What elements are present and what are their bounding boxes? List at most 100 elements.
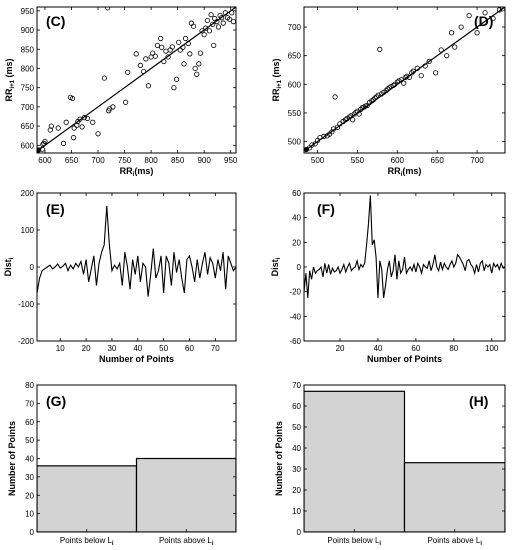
x-tick-label: 950 <box>224 156 238 165</box>
data-point <box>414 65 420 71</box>
data-point <box>55 125 61 131</box>
y-axis-label-sub: i <box>9 257 15 259</box>
data-point <box>84 115 91 122</box>
data-point <box>312 141 318 147</box>
panel-label: (C) <box>46 13 65 29</box>
y-tick-label: 40 <box>292 444 301 453</box>
x-axis-label: RRi(ms) <box>388 166 422 178</box>
x-tick-label: 80 <box>449 344 458 353</box>
axes-frame <box>303 384 506 533</box>
y-tick-label: 60 <box>292 402 301 411</box>
x-tick-label: 60 <box>185 344 194 353</box>
data-point <box>145 83 152 89</box>
data-point <box>163 48 169 54</box>
y-tick-label: 600 <box>21 141 35 150</box>
y-axis-label: Number of Points <box>7 421 17 496</box>
data-point <box>81 115 87 121</box>
data-point <box>101 75 107 81</box>
data-point <box>197 50 204 56</box>
x-axis-label-sub: i <box>133 172 135 178</box>
y-tick-label: 500 <box>288 138 302 147</box>
y-tick-label: 0 <box>297 263 302 272</box>
data-point <box>334 124 341 130</box>
bar <box>135 457 236 532</box>
data-point <box>406 74 412 81</box>
y-tick-label: -20 <box>289 288 301 297</box>
category-label-main: Points above L <box>159 536 212 545</box>
y-axis-label-sub: i <box>276 257 282 259</box>
y-tick-label: 10 <box>25 510 34 519</box>
data-point <box>154 42 161 49</box>
x-axis-label-suffix: (ms) <box>134 166 153 176</box>
data-point <box>79 124 85 130</box>
y-tick-label: 0 <box>297 528 302 537</box>
x-tick-label: 550 <box>351 156 365 165</box>
x-tick-label: 40 <box>133 344 142 353</box>
data-point <box>152 53 158 59</box>
y-tick-label: -60 <box>289 337 301 346</box>
plot-area <box>37 7 236 153</box>
y-tick-label: 50 <box>292 423 301 432</box>
y-tick-label: 50 <box>25 436 34 445</box>
data-point <box>458 24 464 30</box>
x-axis-label-main: RR <box>120 166 133 176</box>
data-point <box>230 18 236 25</box>
data-point <box>158 35 164 42</box>
y-tick-label: -100 <box>18 300 35 309</box>
x-axis-label-main: RR <box>388 166 401 176</box>
y-tick-label: 800 <box>21 64 35 73</box>
data-point <box>203 25 209 31</box>
y-axis-label: Disti <box>270 257 282 276</box>
y-tick-label: 700 <box>21 103 35 112</box>
x-tick-label: 100 <box>485 344 499 353</box>
y-axis-label-main: Dist <box>3 259 13 276</box>
data-point <box>212 15 218 22</box>
data-point <box>388 83 394 90</box>
y-tick-label: 30 <box>292 465 301 474</box>
category-label: Points above Li <box>159 536 214 547</box>
y-axis-label: RRi+1 (ms) <box>271 58 283 101</box>
data-point <box>433 70 439 76</box>
y-tick-label: -200 <box>18 337 35 346</box>
data-point <box>332 94 338 100</box>
x-tick-label: 900 <box>197 156 211 165</box>
x-axis-label-suffix: (ms) <box>402 166 421 176</box>
data-point <box>176 39 182 45</box>
category-label: Points below Li <box>60 536 114 547</box>
y-axis-label-suffix: (ms) <box>4 58 14 80</box>
data-point <box>210 21 216 27</box>
y-tick-label: 650 <box>21 122 35 131</box>
data-point <box>219 15 225 21</box>
x-tick-label: 600 <box>38 156 52 165</box>
data-point <box>375 92 381 98</box>
x-tick-label: 650 <box>431 156 445 165</box>
data-point <box>181 61 187 67</box>
data-point <box>123 99 129 105</box>
category-label-main: Points below L <box>60 536 113 545</box>
data-point <box>110 104 116 110</box>
x-tick-label: 30 <box>107 344 116 353</box>
y-axis-label-main: RR <box>4 88 14 101</box>
category-label: Points above Li <box>427 536 482 547</box>
data-point <box>356 111 362 117</box>
data-point <box>177 47 183 53</box>
x-tick-label: 700 <box>91 156 105 165</box>
x-axis-label: RRi(ms) <box>120 166 154 178</box>
x-axis-label-sub: i <box>401 172 403 178</box>
data-point <box>199 28 205 34</box>
series-line <box>304 195 505 298</box>
data-point <box>104 7 111 11</box>
data-point <box>227 16 233 22</box>
data-point <box>165 54 171 60</box>
data-point <box>409 70 415 76</box>
data-point <box>95 131 101 137</box>
data-point <box>206 28 213 34</box>
data-point <box>426 58 432 64</box>
panel-label: (G) <box>46 393 66 409</box>
x-tick-label: 20 <box>82 344 91 353</box>
data-point <box>220 20 226 26</box>
data-point <box>329 129 335 135</box>
plot-area <box>304 195 505 298</box>
data-point <box>474 30 480 36</box>
data-point <box>418 73 424 79</box>
